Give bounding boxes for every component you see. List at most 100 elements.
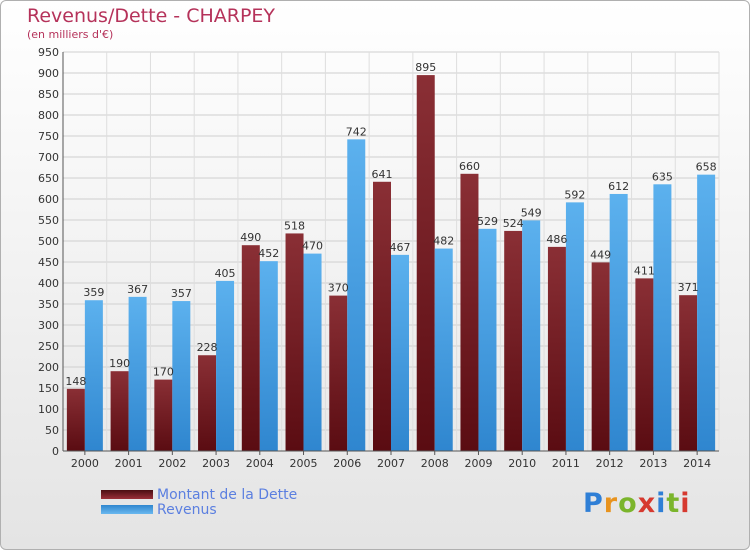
legend-label-dette: Montant de la Dette — [157, 486, 298, 503]
bar-revenus — [84, 300, 103, 451]
bar-revenus — [259, 261, 278, 451]
data-label-dette: 148 — [65, 375, 86, 388]
y-tick-label: 650 — [38, 172, 59, 185]
bar-revenus — [653, 184, 672, 452]
y-tick-label: 950 — [38, 46, 59, 59]
bar-revenus — [216, 280, 235, 451]
bar-revenus — [478, 228, 497, 451]
y-tick-label: 900 — [38, 67, 59, 80]
bar-dette — [285, 233, 304, 451]
y-tick-label: 700 — [38, 151, 59, 164]
x-tick-label: 2009 — [464, 457, 492, 470]
y-tick-label: 500 — [38, 235, 59, 248]
logo-letter: P — [583, 488, 604, 519]
bars — [66, 75, 716, 452]
x-tick-label: 2010 — [508, 457, 536, 470]
legend-item-dette: Montant de la Dette — [101, 486, 298, 503]
data-label-revenus: 529 — [477, 215, 498, 228]
y-tick-label: 400 — [38, 277, 59, 290]
bar-dette — [329, 295, 348, 451]
bar-revenus — [565, 202, 584, 451]
chart-title: Revenus/Dette - CHARPEY — [27, 5, 276, 27]
bar-revenus — [434, 248, 453, 451]
bar-revenus — [347, 139, 366, 452]
y-tick-label: 600 — [38, 193, 59, 206]
data-label-revenus: 612 — [608, 180, 629, 193]
logo-letter: o — [618, 488, 638, 519]
x-tick-label: 2004 — [246, 457, 274, 470]
data-label-dette: 411 — [634, 264, 655, 277]
data-label-dette: 228 — [197, 341, 218, 354]
data-label-revenus: 467 — [390, 241, 411, 254]
bar-dette — [154, 379, 173, 451]
data-label-revenus: 405 — [215, 267, 236, 280]
legend-item-revenus: Revenus — [101, 501, 297, 518]
y-tick-label: 450 — [38, 256, 59, 269]
y-tick-label: 100 — [38, 403, 59, 416]
logo-letter: i — [680, 488, 691, 519]
bar-dette — [547, 246, 566, 451]
bar-dette — [635, 278, 654, 451]
data-label-dette: 490 — [240, 231, 261, 244]
x-tick-label: 2007 — [377, 457, 405, 470]
x-tick-label: 2006 — [333, 457, 361, 470]
x-tick-label: 2011 — [552, 457, 580, 470]
logo-letter: i — [656, 488, 667, 519]
data-label-revenus: 359 — [83, 286, 104, 299]
data-label-revenus: 549 — [521, 206, 542, 219]
data-label-dette: 660 — [459, 160, 480, 173]
legend: Montant de la Dette Revenus — [101, 486, 298, 518]
bar-dette — [416, 75, 435, 451]
x-tick-label: 2000 — [71, 457, 99, 470]
bar-dette — [66, 388, 85, 451]
data-labels: 148 359 190 367 170 357 228 405 490 452 518 470 370 7… — [65, 61, 716, 388]
bar-revenus — [128, 296, 147, 451]
y-tick-label: 800 — [38, 109, 59, 122]
data-label-revenus: 635 — [652, 170, 673, 183]
logo-letter: r — [603, 488, 619, 519]
bar-dette — [460, 173, 479, 452]
x-tick-label: 2014 — [683, 457, 711, 470]
data-label-revenus: 658 — [696, 161, 717, 174]
x-tick-label: 2001 — [115, 457, 143, 470]
y-tick-label: 250 — [38, 340, 59, 353]
data-label-dette: 641 — [372, 168, 393, 181]
y-tick-label: 350 — [38, 298, 59, 311]
x-tick-label: 2013 — [639, 457, 667, 470]
bar-dette — [241, 245, 260, 451]
bar-dette — [504, 230, 523, 451]
legend-label-revenus: Revenus — [157, 501, 217, 518]
data-label-dette: 370 — [328, 282, 349, 295]
data-label-dette: 518 — [284, 219, 305, 232]
proxiti-logo: Proxiti — [583, 488, 691, 519]
bar-dette — [373, 181, 391, 451]
bar-revenus — [609, 193, 628, 451]
y-tick-label: 0 — [52, 445, 59, 458]
x-tick-label: 2003 — [202, 457, 230, 470]
bar-dette — [591, 262, 610, 451]
data-label-revenus: 452 — [258, 247, 279, 260]
y-tick-label: 300 — [38, 319, 59, 332]
bar-revenus — [697, 174, 716, 451]
y-tick-label: 50 — [45, 424, 59, 437]
data-label-dette: 449 — [590, 248, 611, 261]
bar-dette — [198, 355, 217, 451]
bar-revenus — [391, 254, 409, 451]
bar-dette — [110, 371, 129, 451]
bar-revenus — [522, 220, 541, 451]
x-tick-label: 2012 — [596, 457, 624, 470]
y-tick-label: 550 — [38, 214, 59, 227]
data-label-revenus: 357 — [171, 287, 192, 300]
x-tick-label: 2008 — [421, 457, 449, 470]
bar-dette — [679, 295, 698, 451]
chart-subtitle: (en milliers d'€) — [27, 28, 114, 41]
x-tick-label: 2005 — [290, 457, 318, 470]
axes: 0 50 100 150 200 250 300 350 400 450 500 550 600 650 7… — [38, 46, 719, 470]
data-label-revenus: 592 — [564, 188, 585, 201]
y-tick-label: 200 — [38, 361, 59, 374]
logo-letter: x — [637, 488, 657, 519]
y-tick-label: 850 — [38, 88, 59, 101]
data-label-dette: 486 — [546, 233, 567, 246]
